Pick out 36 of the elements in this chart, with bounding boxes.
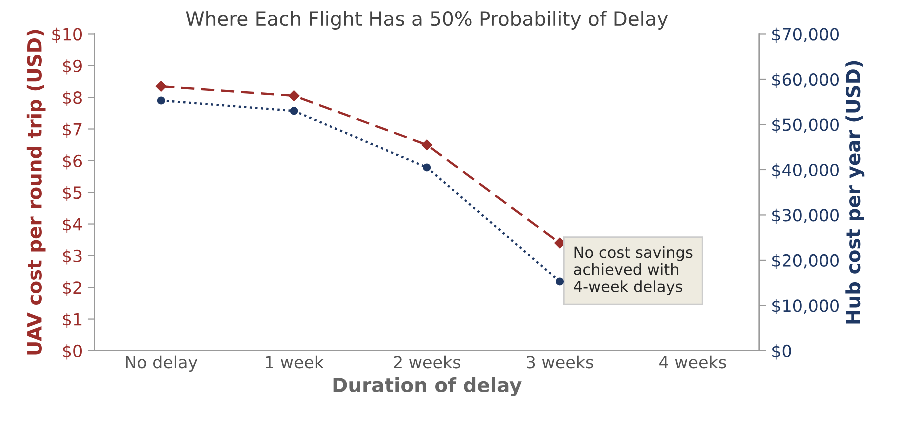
y-tick-label: $8 (63, 91, 82, 106)
x-tick-label: 1 week (266, 356, 324, 369)
y-tick-label: $9 (63, 60, 82, 75)
y-tick-label: $3 (63, 250, 82, 265)
x-axis-title: Duration of delay (334, 378, 522, 396)
annotation: No cost savings achieved with 4-week delays (574, 246, 693, 296)
y-tick-label: $5 (63, 186, 82, 202)
y-tick-label: $2 (63, 281, 82, 296)
x-tick-label: 4 weeks (660, 356, 726, 369)
y2-tick-label: $10,000 (772, 299, 839, 314)
y-axis-title: UAV cost per round trip (USD) (26, 30, 46, 355)
point (423, 164, 432, 172)
y-tick-label: $1 (63, 312, 82, 328)
x-tick-label: 3 weeks (527, 356, 594, 369)
y-tick-label: $4 (63, 218, 82, 234)
y2-tick-label: $30,000 (772, 208, 839, 224)
y2-tick-label: $0 (772, 344, 792, 360)
point (156, 81, 167, 92)
point (288, 90, 300, 102)
y2-axis-title: Hub cost per year (USD) (846, 61, 865, 324)
x-tick-label: No delay (126, 356, 198, 372)
chart-title: Where Each Flight Has a 50% Probability of Delay (186, 11, 668, 30)
y2-tick-label: $50,000 (772, 118, 839, 134)
point (157, 96, 166, 105)
y2-tick-label: $70,000 (772, 28, 839, 44)
point (556, 278, 564, 286)
y-tick-label: $7 (63, 122, 82, 138)
y-tick-label: $10 (52, 28, 82, 44)
y-tick-label: $0 (63, 344, 82, 360)
y2-tick-label: $60,000 (772, 73, 839, 88)
y2-tick-label: $20,000 (772, 254, 839, 270)
point (422, 140, 433, 151)
y-tick-label: $6 (63, 154, 82, 170)
y2-tick-label: $40,000 (772, 164, 839, 179)
point (290, 107, 298, 116)
x-tick-label: 2 weeks (394, 356, 461, 369)
